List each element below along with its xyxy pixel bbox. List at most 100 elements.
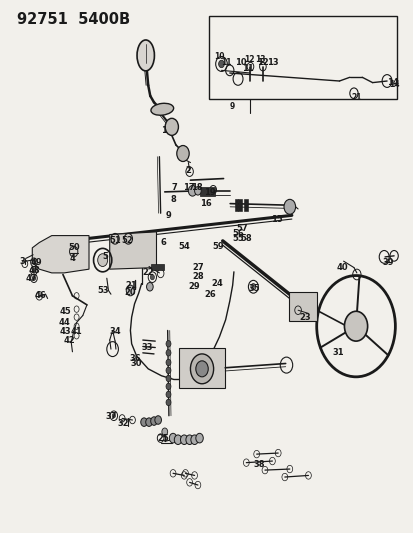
Text: 9: 9 xyxy=(229,102,234,111)
Circle shape xyxy=(190,435,198,445)
Text: 21: 21 xyxy=(126,281,137,289)
Circle shape xyxy=(174,435,181,445)
Text: 56: 56 xyxy=(232,229,243,238)
Text: 49: 49 xyxy=(31,258,42,266)
Text: 42: 42 xyxy=(64,336,75,344)
Circle shape xyxy=(32,276,36,280)
Circle shape xyxy=(195,361,208,377)
Text: 6: 6 xyxy=(160,238,166,247)
Text: 54: 54 xyxy=(178,242,190,251)
Text: 23: 23 xyxy=(299,313,311,321)
Ellipse shape xyxy=(151,103,173,115)
Circle shape xyxy=(154,416,161,424)
Circle shape xyxy=(166,350,171,356)
Text: 18: 18 xyxy=(190,183,202,192)
Bar xyxy=(238,199,241,211)
Circle shape xyxy=(283,199,295,214)
Text: 13: 13 xyxy=(255,55,266,64)
Text: 22: 22 xyxy=(142,269,154,277)
Circle shape xyxy=(165,118,178,135)
Text: 57: 57 xyxy=(236,224,247,232)
Circle shape xyxy=(166,375,171,382)
Text: 33: 33 xyxy=(141,343,152,352)
Text: 48: 48 xyxy=(28,266,40,275)
Text: 3: 3 xyxy=(20,257,26,265)
Text: 24: 24 xyxy=(211,279,223,288)
Bar xyxy=(178,348,225,388)
Text: 14: 14 xyxy=(386,78,397,86)
Bar xyxy=(209,16,396,99)
Bar xyxy=(288,292,316,321)
Bar xyxy=(244,199,247,211)
Text: 28: 28 xyxy=(192,272,203,280)
Circle shape xyxy=(166,383,171,390)
Circle shape xyxy=(161,428,167,435)
Circle shape xyxy=(185,435,193,445)
Text: 59: 59 xyxy=(212,242,224,251)
Bar xyxy=(151,264,164,270)
Text: 5: 5 xyxy=(102,253,108,261)
Circle shape xyxy=(218,60,224,68)
Text: 11: 11 xyxy=(220,59,231,67)
Ellipse shape xyxy=(137,40,154,71)
Text: 30: 30 xyxy=(130,359,141,368)
Text: 43: 43 xyxy=(59,327,71,336)
Text: 21: 21 xyxy=(351,93,361,101)
Circle shape xyxy=(97,254,107,266)
Text: 17: 17 xyxy=(182,183,194,192)
Text: 12: 12 xyxy=(244,55,254,64)
Text: 4: 4 xyxy=(69,254,75,263)
Text: 51: 51 xyxy=(109,237,121,245)
Text: 37: 37 xyxy=(105,413,116,421)
Circle shape xyxy=(166,367,171,374)
Text: 13: 13 xyxy=(266,59,278,67)
Text: 8: 8 xyxy=(170,196,176,204)
Text: 7: 7 xyxy=(171,183,176,192)
Circle shape xyxy=(190,354,213,384)
Text: 32: 32 xyxy=(117,419,129,428)
Text: 2: 2 xyxy=(185,166,191,175)
Bar xyxy=(234,199,237,211)
Text: 29: 29 xyxy=(188,282,199,291)
Circle shape xyxy=(166,359,171,366)
Bar xyxy=(199,187,215,196)
Text: 14: 14 xyxy=(388,80,399,88)
Text: 38: 38 xyxy=(252,461,264,469)
Text: 25: 25 xyxy=(157,434,169,442)
Text: 41: 41 xyxy=(71,327,82,336)
Text: 16: 16 xyxy=(200,199,211,208)
Circle shape xyxy=(32,260,36,264)
Circle shape xyxy=(140,418,147,426)
Text: 44: 44 xyxy=(58,318,70,327)
Circle shape xyxy=(112,414,115,418)
Circle shape xyxy=(166,399,171,406)
Text: 46: 46 xyxy=(35,292,46,300)
Text: 40: 40 xyxy=(336,263,348,272)
Circle shape xyxy=(250,284,255,290)
Text: 58: 58 xyxy=(240,235,252,243)
Circle shape xyxy=(195,433,203,443)
Text: 10: 10 xyxy=(214,52,224,61)
Text: 1: 1 xyxy=(160,126,166,135)
Text: 12: 12 xyxy=(256,59,268,67)
Circle shape xyxy=(126,285,134,296)
Circle shape xyxy=(146,282,153,291)
Text: 53: 53 xyxy=(97,286,108,295)
Circle shape xyxy=(176,146,189,161)
Circle shape xyxy=(180,435,188,445)
Text: 36: 36 xyxy=(130,354,141,362)
Text: 52: 52 xyxy=(121,237,133,245)
Text: 26: 26 xyxy=(204,290,216,298)
Circle shape xyxy=(166,341,171,347)
Circle shape xyxy=(32,269,36,273)
Circle shape xyxy=(194,187,201,195)
Text: 45: 45 xyxy=(59,308,71,316)
Text: 50: 50 xyxy=(68,244,79,252)
Text: 15: 15 xyxy=(270,215,282,224)
Text: 9: 9 xyxy=(166,212,171,220)
Polygon shape xyxy=(32,236,89,273)
Text: 10: 10 xyxy=(235,59,246,67)
Circle shape xyxy=(150,417,157,425)
Circle shape xyxy=(344,311,367,341)
Polygon shape xyxy=(109,232,156,269)
